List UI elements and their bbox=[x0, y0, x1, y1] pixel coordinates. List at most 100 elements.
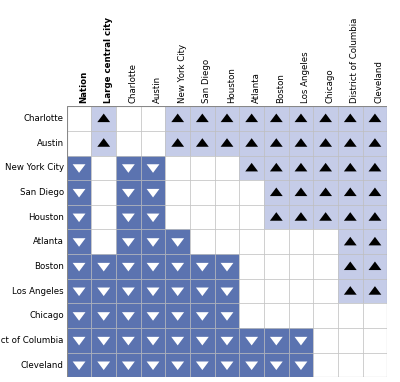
Bar bbox=[165, 180, 190, 205]
Bar bbox=[165, 279, 190, 303]
Bar bbox=[91, 106, 116, 131]
Polygon shape bbox=[368, 163, 381, 172]
Bar bbox=[338, 180, 363, 205]
Polygon shape bbox=[270, 337, 283, 345]
Bar bbox=[116, 303, 141, 328]
Polygon shape bbox=[220, 312, 234, 321]
Bar bbox=[190, 131, 215, 155]
Polygon shape bbox=[196, 113, 209, 122]
Bar bbox=[239, 303, 264, 328]
Bar bbox=[190, 155, 215, 180]
Polygon shape bbox=[319, 113, 332, 122]
Bar bbox=[91, 155, 116, 180]
Bar bbox=[91, 180, 116, 205]
Bar bbox=[264, 230, 289, 254]
Bar bbox=[313, 254, 338, 279]
Polygon shape bbox=[97, 138, 110, 147]
Polygon shape bbox=[171, 337, 184, 345]
Bar bbox=[313, 353, 338, 377]
Text: San Diego: San Diego bbox=[202, 59, 211, 103]
Bar bbox=[67, 303, 91, 328]
Polygon shape bbox=[220, 138, 234, 147]
Text: Boston: Boston bbox=[34, 262, 64, 271]
Text: Austin: Austin bbox=[37, 139, 64, 148]
Text: Atlanta: Atlanta bbox=[33, 237, 64, 246]
Bar bbox=[289, 279, 313, 303]
Text: Cleveland: Cleveland bbox=[375, 60, 384, 103]
Bar bbox=[215, 131, 239, 155]
Polygon shape bbox=[171, 138, 184, 147]
Bar bbox=[141, 230, 165, 254]
Text: Houston: Houston bbox=[28, 213, 64, 222]
Bar bbox=[165, 230, 190, 254]
Polygon shape bbox=[344, 286, 357, 295]
Text: Atlanta: Atlanta bbox=[252, 72, 261, 103]
Text: Chicago: Chicago bbox=[326, 68, 335, 103]
Polygon shape bbox=[220, 263, 234, 272]
Text: Nation: Nation bbox=[79, 71, 88, 103]
Bar bbox=[190, 205, 215, 230]
Polygon shape bbox=[97, 113, 110, 122]
Bar bbox=[338, 279, 363, 303]
Polygon shape bbox=[147, 238, 160, 247]
Polygon shape bbox=[196, 263, 209, 272]
Polygon shape bbox=[73, 312, 86, 321]
Polygon shape bbox=[368, 212, 381, 221]
Bar bbox=[313, 279, 338, 303]
Text: New York City: New York City bbox=[178, 44, 187, 103]
Bar bbox=[239, 230, 264, 254]
Bar bbox=[363, 230, 387, 254]
Bar bbox=[141, 155, 165, 180]
Bar bbox=[165, 328, 190, 353]
Text: New York City: New York City bbox=[5, 163, 64, 172]
Bar bbox=[141, 254, 165, 279]
Text: Cleveland: Cleveland bbox=[21, 361, 64, 370]
Bar bbox=[91, 328, 116, 353]
Polygon shape bbox=[319, 138, 332, 147]
Polygon shape bbox=[97, 263, 110, 272]
Bar bbox=[165, 106, 190, 131]
Polygon shape bbox=[344, 163, 357, 172]
Bar bbox=[264, 353, 289, 377]
Bar bbox=[239, 254, 264, 279]
Text: Charlotte: Charlotte bbox=[128, 63, 137, 103]
Text: San Diego: San Diego bbox=[20, 188, 64, 197]
Polygon shape bbox=[122, 238, 135, 247]
Polygon shape bbox=[147, 361, 160, 370]
Bar bbox=[215, 205, 239, 230]
Polygon shape bbox=[270, 163, 283, 172]
Bar bbox=[190, 106, 215, 131]
Polygon shape bbox=[294, 361, 307, 370]
Text: Austin: Austin bbox=[153, 76, 162, 103]
Bar bbox=[338, 205, 363, 230]
Polygon shape bbox=[147, 263, 160, 272]
Polygon shape bbox=[344, 237, 357, 245]
Polygon shape bbox=[245, 113, 258, 122]
Polygon shape bbox=[122, 214, 135, 222]
Polygon shape bbox=[73, 164, 86, 173]
Polygon shape bbox=[368, 113, 381, 122]
Bar bbox=[239, 155, 264, 180]
Polygon shape bbox=[171, 361, 184, 370]
Bar bbox=[91, 205, 116, 230]
Bar bbox=[239, 205, 264, 230]
Polygon shape bbox=[196, 138, 209, 147]
Polygon shape bbox=[73, 361, 86, 370]
Bar bbox=[313, 303, 338, 328]
Polygon shape bbox=[171, 263, 184, 272]
Bar bbox=[363, 303, 387, 328]
Polygon shape bbox=[171, 113, 184, 122]
Bar bbox=[239, 353, 264, 377]
Bar bbox=[190, 180, 215, 205]
Bar bbox=[165, 131, 190, 155]
Polygon shape bbox=[368, 188, 381, 196]
Polygon shape bbox=[368, 138, 381, 147]
Bar bbox=[289, 230, 313, 254]
Text: Los Angeles: Los Angeles bbox=[301, 52, 310, 103]
Bar bbox=[264, 303, 289, 328]
Polygon shape bbox=[344, 188, 357, 196]
Polygon shape bbox=[294, 212, 307, 221]
Bar bbox=[363, 180, 387, 205]
Polygon shape bbox=[220, 113, 234, 122]
Polygon shape bbox=[245, 337, 258, 345]
